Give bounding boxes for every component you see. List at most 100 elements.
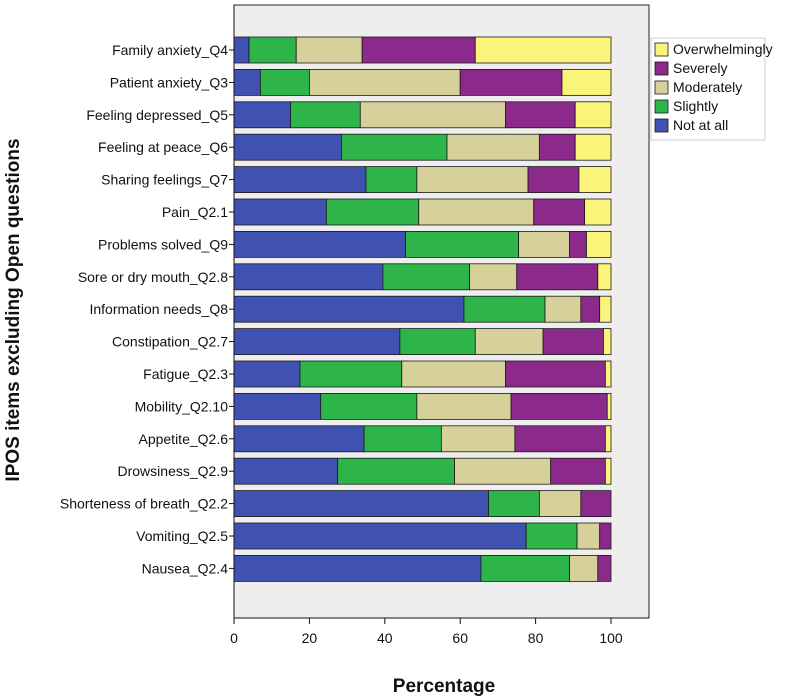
bar-segment-moderately <box>295 36 363 64</box>
bar-segment-moderately <box>544 295 582 323</box>
legend-label: Slightly <box>673 98 718 114</box>
category-label: Sharing feelings_Q7 <box>101 172 228 188</box>
category-label: Feeling depressed_Q5 <box>86 107 228 123</box>
bar-segment-not-at-all <box>233 490 489 518</box>
bar-segment-not-at-all <box>233 522 527 550</box>
legend-box <box>650 37 766 141</box>
category-label: Family anxiety_Q4 <box>112 42 228 58</box>
bar-segment-severely <box>533 198 586 226</box>
bar-segment-severely <box>550 457 606 485</box>
bar-segment-moderately <box>418 198 535 226</box>
bar-segment-moderately <box>440 425 516 453</box>
bar-segment-severely <box>599 522 612 550</box>
bar-segment-overwhelmingly <box>561 69 612 96</box>
x-axis-title: Percentage <box>393 676 495 697</box>
bar-segment-slightly <box>259 69 310 96</box>
category-label: Problems solved_Q9 <box>98 236 228 252</box>
legend-swatch <box>654 80 669 95</box>
bar-segment-not-at-all <box>233 36 250 64</box>
bar-segment-moderately <box>401 360 506 388</box>
bar-segment-slightly <box>365 166 418 194</box>
bar-segment-overwhelmingly <box>584 198 612 226</box>
bar-segment-moderately <box>359 101 506 129</box>
bar-segment-not-at-all <box>233 360 301 388</box>
bar-segment-moderately <box>416 166 529 194</box>
bar-segment-not-at-all <box>233 198 327 226</box>
bar-segment-not-at-all <box>233 555 482 582</box>
legend-label: Not at all <box>673 117 728 133</box>
bar-segment-severely <box>542 328 604 356</box>
category-label: Vomiting_Q2.5 <box>136 528 228 544</box>
bar-segment-not-at-all <box>233 101 291 129</box>
bar-segment-moderately <box>416 392 512 420</box>
category-label: Mobility_Q2.10 <box>135 398 229 414</box>
bar-segment-severely <box>459 69 563 96</box>
bar-segment-slightly <box>488 490 540 518</box>
bar-segment-severely <box>505 360 606 388</box>
bar-segment-overwhelmingly <box>586 230 612 258</box>
bar-segment-overwhelmingly <box>604 457 612 485</box>
category-label: Appetite_Q2.6 <box>138 431 228 447</box>
bar-segment-overwhelmingly <box>574 101 612 129</box>
bar-segment-not-at-all <box>233 166 367 194</box>
bar-segment-not-at-all <box>233 69 261 96</box>
legend-label: Severely <box>673 60 727 76</box>
category-label: Sore or dry mouth_Q2.8 <box>78 269 228 285</box>
bar-segment-overwhelmingly <box>606 392 612 420</box>
bar-segment-slightly <box>325 198 420 226</box>
bar-segment-slightly <box>525 522 578 550</box>
bar-segment-slightly <box>405 230 520 258</box>
bar-segment-severely <box>597 555 612 582</box>
bar-segment-slightly <box>248 36 297 64</box>
bar-segment-slightly <box>290 101 361 129</box>
category-label: Pain_Q2.1 <box>162 204 228 220</box>
x-tick-label: 40 <box>377 630 393 646</box>
bar-segment-slightly <box>341 133 448 161</box>
bar-segment-slightly <box>480 555 570 582</box>
bar-segment-overwhelmingly <box>578 166 612 194</box>
legend: Overwhelmingly Severely Moderately Slightly… <box>650 37 773 141</box>
bar-segment-not-at-all <box>233 457 339 485</box>
category-label: Fatigue_Q2.3 <box>143 366 228 382</box>
bar-segment-moderately <box>454 457 552 485</box>
bar-segment-moderately <box>576 522 601 550</box>
bar-segment-severely <box>580 490 612 518</box>
category-label: Constipation_Q2.7 <box>112 334 228 350</box>
bar-segment-severely <box>580 295 601 323</box>
legend-label: Moderately <box>673 79 742 95</box>
bar-segment-not-at-all <box>233 263 384 291</box>
bar-segment-slightly <box>337 457 455 485</box>
bar-segment-not-at-all <box>233 230 406 258</box>
bar-segment-moderately <box>538 490 582 518</box>
bars-layer <box>233 36 612 582</box>
legend-swatch <box>654 61 669 76</box>
bar-segment-severely <box>569 230 587 258</box>
category-label: Feeling at peace_Q6 <box>98 139 228 155</box>
bar-segment-not-at-all <box>233 295 465 323</box>
category-label: Shorteness of breath_Q2.2 <box>60 496 228 512</box>
bar-segment-severely <box>514 425 606 453</box>
category-label: Drowsiness_Q2.9 <box>118 463 229 479</box>
category-label: Patient anxiety_Q3 <box>110 74 229 90</box>
bar-segment-moderately <box>469 263 518 291</box>
bar-segment-moderately <box>569 555 599 582</box>
bar-segment-overwhelmingly <box>599 295 612 323</box>
legend-label: Overwhelmingly <box>673 41 773 57</box>
x-tick-label: 100 <box>599 630 623 646</box>
bar-segment-severely <box>361 36 476 64</box>
bar-segment-slightly <box>399 328 476 356</box>
bar-segment-moderately <box>308 69 461 96</box>
y-axis-title: IPOS items excluding Open questions <box>3 138 24 481</box>
x-tick-label: 80 <box>528 630 544 646</box>
bar-segment-not-at-all <box>233 425 365 453</box>
bar-segment-not-at-all <box>233 133 342 161</box>
bar-segment-severely <box>527 166 580 194</box>
legend-swatch <box>654 118 669 133</box>
category-labels: Family anxiety_Q4 Patient anxiety_Q3 Feeli… <box>60 42 234 576</box>
legend-swatch <box>654 99 669 114</box>
bar-segment-moderately <box>474 328 544 356</box>
bar-segment-overwhelmingly <box>597 263 612 291</box>
bar-segment-severely <box>505 101 576 129</box>
bar-segment-slightly <box>463 295 546 323</box>
